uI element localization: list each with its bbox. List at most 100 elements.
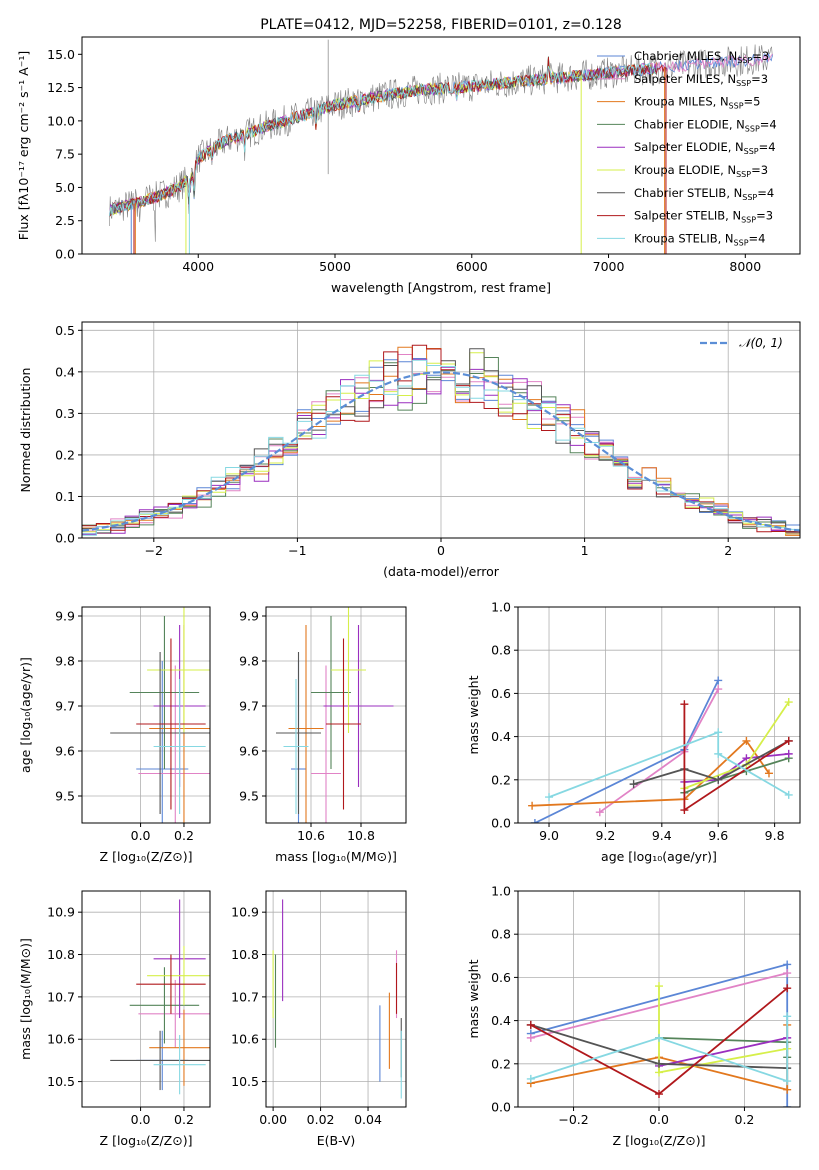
weight-marker bbox=[783, 984, 792, 993]
model-spectrum-salpeter-stelib bbox=[109, 56, 667, 217]
weight-marker bbox=[784, 749, 793, 758]
x-axis-label: Z [log₁₀(Z/Z⊙)] bbox=[100, 849, 193, 864]
x-tick-label: 10.6 bbox=[297, 828, 325, 843]
x-tick-label: 6000 bbox=[456, 259, 488, 274]
legend-label: Salpeter STELIB, NSSP=3 bbox=[634, 209, 773, 225]
x-tick-label: 9.6 bbox=[708, 828, 728, 843]
chart-title: PLATE=0412, MJD=52258, FIBERID=0101, z=0… bbox=[260, 17, 622, 33]
legend-label-rest: =3 bbox=[751, 72, 768, 86]
y-axis-label: mass weight bbox=[466, 959, 481, 1038]
weight-marker bbox=[783, 1103, 792, 1107]
legend-label: Chabrier STELIB, NSSP=4 bbox=[634, 186, 774, 202]
x-tick-label: 0.2 bbox=[174, 1112, 194, 1127]
axis-layer-weight_vs_age: 9.0 9.2 9.4 9.6 9.8 0.0 0.2 0.4 0.6 0.8 1.0 age [lo… bbox=[466, 600, 801, 864]
x-axis-label: mass [log₁₀(M/M⊙)] bbox=[275, 849, 397, 864]
weight-series bbox=[545, 728, 793, 802]
weight-line bbox=[548, 730, 790, 798]
x-tick-label: 0.2 bbox=[735, 1112, 755, 1127]
weight-series bbox=[526, 984, 792, 1099]
legend-subscript: SSP bbox=[744, 147, 759, 156]
errorbar-point bbox=[323, 625, 394, 787]
weight-marker bbox=[655, 1068, 663, 1077]
weight-marker bbox=[655, 1033, 663, 1042]
errorbar-point bbox=[331, 607, 366, 733]
x-tick-label: 9.0 bbox=[539, 828, 559, 843]
weight-marker bbox=[545, 793, 554, 802]
y-tick-label: 10.6 bbox=[47, 1032, 75, 1047]
y-tick-label: 10.9 bbox=[47, 905, 75, 920]
errorbar-point bbox=[129, 616, 200, 769]
axes-mass_vs_Z: 0.0 0.2 10.5 10.6 10.7 10.8 10.9 Z [log₁₀(Z/Z⊙)… bbox=[18, 890, 211, 1148]
plot-area-residuals bbox=[82, 344, 800, 538]
y-tick-label: 0.4 bbox=[491, 1013, 511, 1028]
y-tick-label: 2.5 bbox=[55, 213, 75, 228]
legend-subscript: SSP bbox=[745, 124, 760, 133]
y-axis-label: mass weight bbox=[466, 675, 481, 754]
legend-label: Kroupa ELODIE, NSSP=3 bbox=[634, 163, 768, 179]
axes-age_vs_Z: 0.0 0.2 9.5 9.6 9.7 9.8 9.9 Z [log₁₀(Z/Z⊙)] age … bbox=[18, 606, 211, 864]
legend-label-rest: =5 bbox=[744, 95, 761, 109]
x-tick-label: 0.0 bbox=[131, 1112, 151, 1127]
weight-marker bbox=[595, 808, 604, 817]
legend-subscript: SSP bbox=[742, 193, 757, 202]
weight-marker bbox=[783, 960, 792, 969]
legend-label-rest: =4 bbox=[749, 231, 766, 245]
y-tick-label: 0.5 bbox=[55, 323, 75, 338]
weight-marker bbox=[680, 806, 689, 815]
axis-layer-age_vs_mass: 10.6 10.8 9.5 9.6 9.7 9.8 9.9 mass [log₁₀(M/M⊙)… bbox=[239, 606, 407, 864]
legend-subscript: SSP bbox=[734, 238, 749, 247]
plot-area-mass_vs_ebv bbox=[272, 899, 402, 1099]
plot-area-spectrum bbox=[109, 39, 773, 254]
weight-series bbox=[528, 736, 773, 810]
y-tick-label: 9.6 bbox=[55, 744, 75, 759]
errorbar-point bbox=[149, 1009, 210, 1086]
legend-label-rest: =3 bbox=[751, 163, 768, 177]
y-tick-label: 9.7 bbox=[239, 699, 259, 714]
plot-area-age_vs_mass bbox=[276, 607, 394, 823]
model-spectrum-chabrier-elodie bbox=[109, 56, 657, 217]
x-tick-label: 9.4 bbox=[652, 828, 672, 843]
weight-line bbox=[530, 1016, 789, 1083]
weight-marker bbox=[714, 728, 723, 737]
x-tick-label: 8000 bbox=[729, 259, 761, 274]
weight-marker bbox=[526, 1020, 535, 1029]
y-tick-label: 5.0 bbox=[55, 180, 75, 195]
y-tick-label: 0.2 bbox=[491, 772, 511, 787]
y-tick-label: 10.5 bbox=[47, 1074, 75, 1089]
weight-marker bbox=[655, 982, 663, 991]
x-tick-label: 10.8 bbox=[347, 828, 375, 843]
plot-area-age_vs_Z bbox=[110, 607, 210, 823]
legend-label-rest: =3 bbox=[752, 49, 769, 63]
errorbar-point bbox=[110, 1030, 210, 1091]
y-tick-label: 0.3 bbox=[55, 406, 75, 421]
y-tick-label: 1.0 bbox=[491, 600, 511, 615]
weight-marker bbox=[783, 1077, 792, 1086]
weight-marker bbox=[784, 698, 793, 707]
axes-weight_vs_Z: −0.2 0.0 0.2 0.0 0.2 0.4 0.6 0.8 1.0 Z [log₁₀(Z/Z… bbox=[466, 884, 801, 1148]
x-axis-label: age [log₁₀(age/yr)] bbox=[601, 849, 717, 864]
x-tick-label: 0.2 bbox=[174, 828, 194, 843]
weight-marker bbox=[680, 700, 689, 709]
y-tick-label: 0.0 bbox=[55, 247, 75, 262]
y-tick-label: 7.5 bbox=[55, 147, 75, 162]
y-tick-label: 0.8 bbox=[491, 927, 511, 942]
errorbar-point bbox=[138, 665, 210, 823]
y-tick-label: 10.9 bbox=[231, 905, 259, 920]
legend-subscript: SSP bbox=[737, 56, 752, 65]
weight-marker bbox=[655, 1059, 663, 1068]
y-tick-label: 1.0 bbox=[491, 884, 511, 899]
model-spectrum-kroupa-miles bbox=[109, 59, 657, 217]
errorbar-point bbox=[288, 625, 324, 823]
weight-marker bbox=[784, 736, 793, 745]
y-tick-label: 10.8 bbox=[47, 947, 75, 962]
errorbar-point bbox=[138, 979, 210, 1048]
weight-marker bbox=[530, 819, 539, 823]
axes-residuals: −2 −1 0 1 2 0.0 0.1 0.2 0.3 0.4 0.5 (data-model)/er… bbox=[18, 321, 801, 579]
axes-weight_vs_age: 9.0 9.2 9.4 9.6 9.8 0.0 0.2 0.4 0.6 0.8 1.0 age [lo… bbox=[466, 600, 801, 864]
axis-layer-residuals: −2 −1 0 1 2 0.0 0.1 0.2 0.3 0.4 0.5 (data-model)/er… bbox=[18, 321, 801, 579]
errorbar-point bbox=[326, 638, 361, 810]
histogram-kroupa-stelib bbox=[82, 359, 800, 538]
weight-marker bbox=[629, 780, 638, 789]
y-tick-label: 10.0 bbox=[47, 113, 75, 128]
weight-marker bbox=[528, 801, 537, 810]
